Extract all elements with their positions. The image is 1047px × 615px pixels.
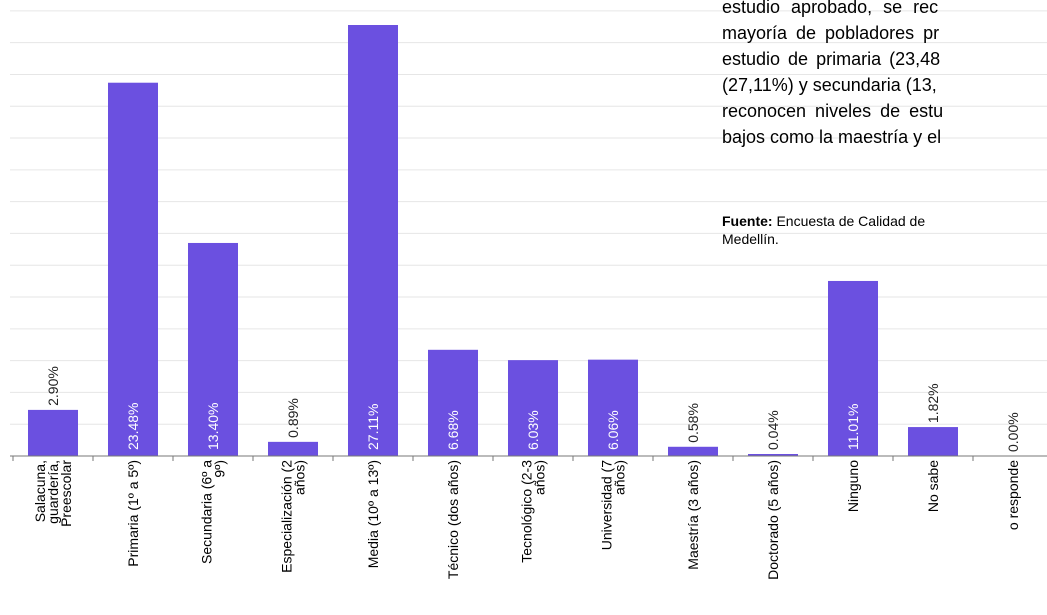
bar [268, 441, 318, 456]
value-label: 13.40% [205, 403, 221, 450]
value-label: 11.01% [845, 404, 861, 450]
category-label: Tecnológico (2-3años) [519, 460, 548, 563]
category-label: Técnico (dos años) [445, 460, 461, 579]
bar [28, 409, 78, 456]
category-label: Primaria (1º a 5º) [125, 460, 141, 567]
value-label: 0.04% [765, 410, 781, 450]
paragraph-line: estudio de primaria (23,48 [722, 49, 941, 69]
category-label: o responde [1005, 460, 1021, 530]
source-text: Encuesta de Calidad de [772, 213, 926, 229]
category-label: Especialización (2años) [279, 460, 308, 573]
x-axis-ticks [12, 456, 974, 461]
paragraph-line: mayoría de pobladores pr [722, 23, 940, 43]
value-label: 0.58% [685, 403, 701, 443]
bar [428, 349, 478, 456]
value-label: 1.82% [925, 383, 941, 423]
category-label: Salacuna,guardería,Preescolar [32, 460, 74, 527]
bar [188, 242, 238, 456]
bar [668, 446, 718, 456]
source-text-2: Medellín. [722, 231, 779, 247]
value-label: 6.03% [525, 410, 541, 450]
value-label: 0.00% [1005, 412, 1021, 452]
value-label: 6.68% [445, 410, 461, 450]
source-note: Fuente: Encuesta de Calidad de Medellín. [722, 212, 1047, 248]
bars [28, 25, 958, 456]
value-labels: 2.90% 23.48% 13.40% 0.89% 27.11% 6.68% 6.03% 6.… [45, 366, 1021, 452]
value-label: 27.11% [365, 404, 381, 450]
category-label: Ninguno [845, 460, 861, 512]
paragraph-line: bajos como la maestría y el [722, 127, 942, 147]
bar [108, 82, 158, 456]
paragraph-line: (27,11%) y secundaria (13, [722, 75, 937, 95]
category-label: Doctorado (5 años) [765, 460, 781, 580]
bar [908, 427, 958, 456]
paragraph-line: estudio aprobado, se rec [722, 0, 939, 17]
gridlines [10, 10, 1047, 425]
bar [748, 454, 798, 456]
value-label: 0.89% [285, 398, 301, 438]
bar [508, 360, 558, 456]
value-label: 2.90% [45, 366, 61, 406]
bar [588, 359, 638, 456]
category-label: Maestría (3 años) [685, 460, 701, 570]
category-label: Secundaria (6º a9º) [199, 460, 228, 564]
bar [348, 25, 398, 456]
value-label: 6.06% [605, 410, 621, 450]
description-paragraph: estudio aprobado, se rec mayoría de pobl… [722, 0, 1047, 150]
category-label: Media (10º a 13º) [365, 460, 381, 568]
category-label: Universidad (7años) [599, 460, 628, 550]
category-label: No sabe [925, 460, 941, 512]
value-label: 23.48% [125, 403, 141, 450]
source-label: Fuente: [722, 213, 773, 229]
paragraph-line: reconocen niveles de estu [722, 101, 944, 121]
category-labels: Salacuna,guardería,Preescolar Primaria (1… [32, 460, 1021, 580]
bar [828, 280, 878, 456]
